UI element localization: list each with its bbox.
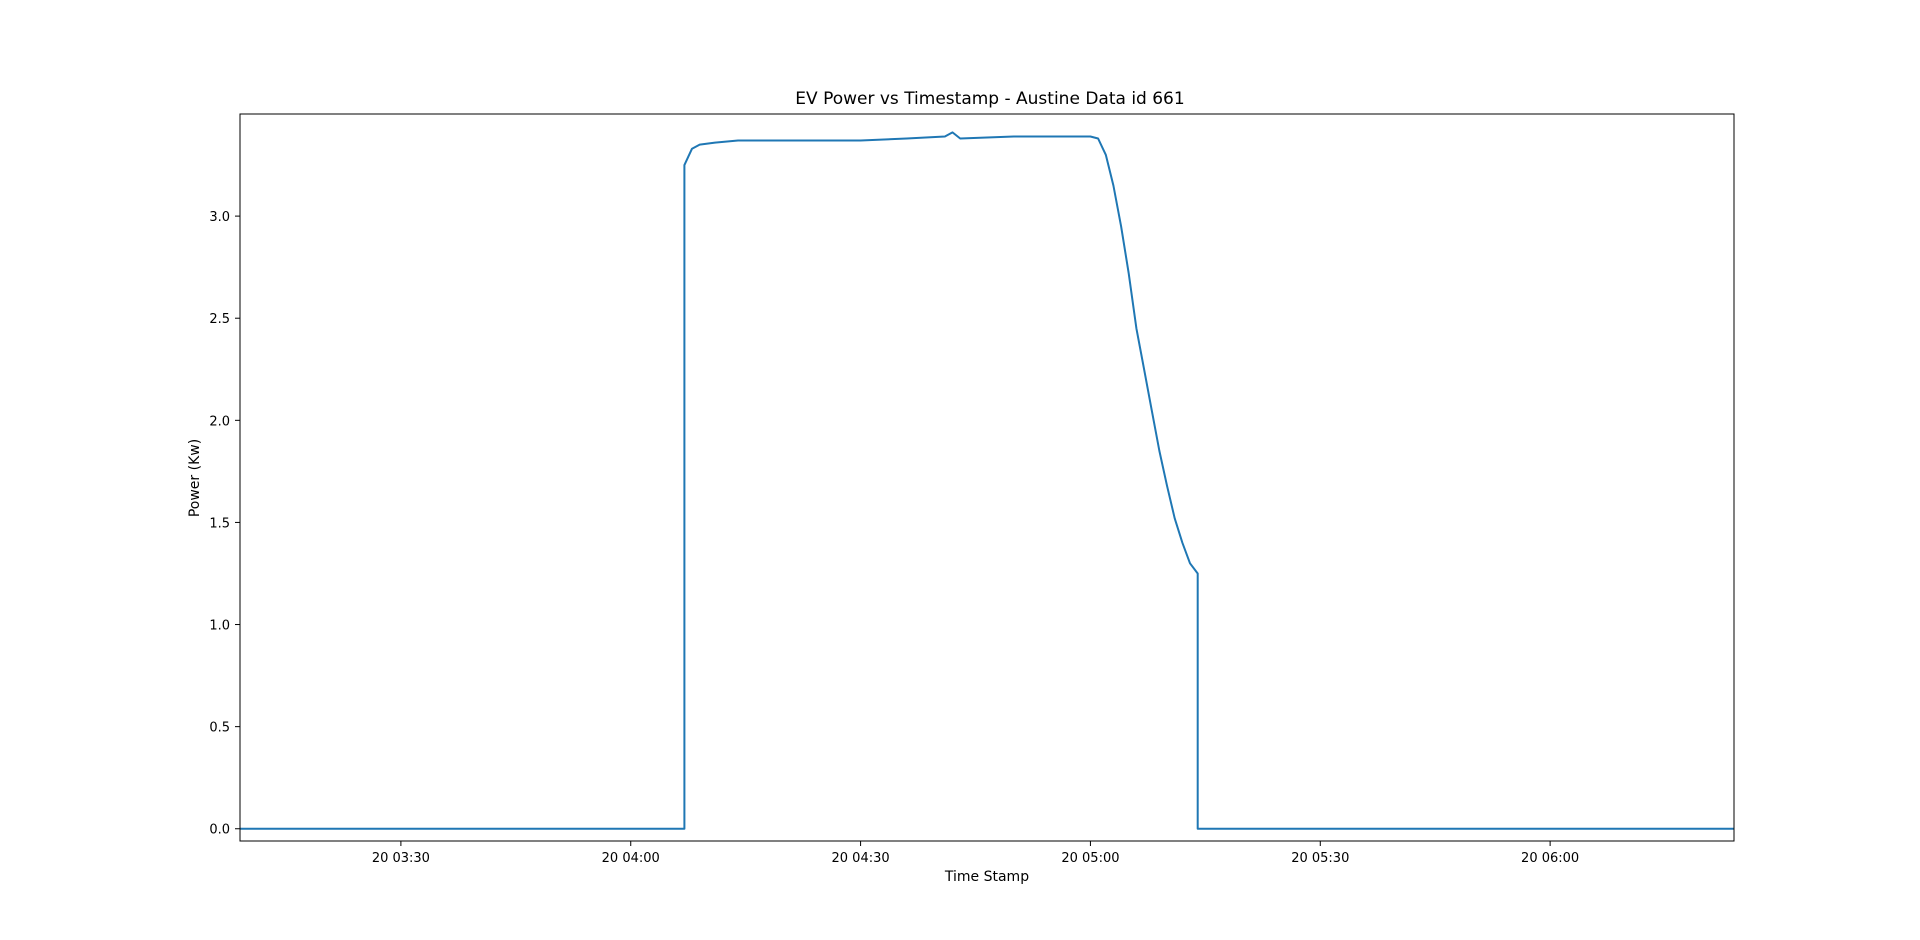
x-tick-label: 20 04:30 xyxy=(832,851,890,866)
y-tick-label: 0.5 xyxy=(209,721,230,736)
x-axis: 20 03:30 20 04:00 20 04:30 20 05:00 20 05:30… xyxy=(372,841,1579,866)
y-tick-label: 2.5 xyxy=(209,312,230,327)
y-axis: 0.0 0.5 1.0 1.5 2.0 2.5 3.0 xyxy=(209,210,240,838)
x-tick-label: 20 04:00 xyxy=(602,851,660,866)
plot-frame xyxy=(239,113,1735,842)
x-tick-label: 20 05:00 xyxy=(1061,851,1119,866)
y-tick-label: 3.0 xyxy=(209,210,230,225)
x-tick-label: 20 05:30 xyxy=(1291,851,1349,866)
y-tick-label: 1.0 xyxy=(209,619,230,634)
plot-area xyxy=(240,131,1734,830)
y-axis-label: Power (Kw) xyxy=(187,439,203,517)
chart-title: EV Power vs Timestamp - Austine Data id … xyxy=(795,89,1184,109)
y-tick-label: 1.5 xyxy=(209,516,230,531)
y-tick-label: 2.0 xyxy=(209,414,230,429)
series-line-0 xyxy=(240,131,1734,830)
y-tick-label: 0.0 xyxy=(209,823,230,838)
x-axis-label: Time Stamp xyxy=(944,869,1029,885)
x-tick-label: 20 06:00 xyxy=(1521,851,1579,866)
x-tick-label: 20 03:30 xyxy=(372,851,430,866)
